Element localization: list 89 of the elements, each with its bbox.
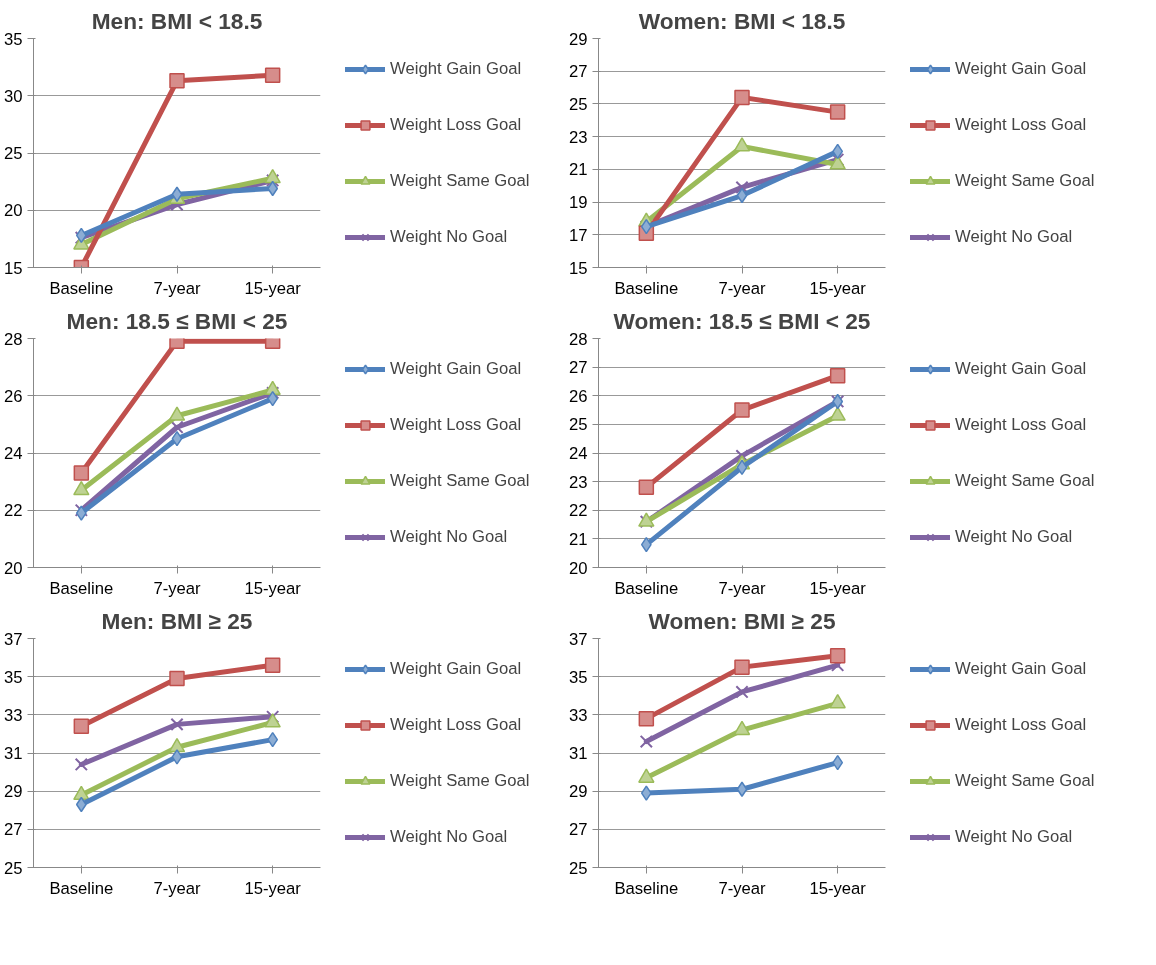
y-tick-label: 33	[568, 705, 588, 725]
x-tick-label: 15-year	[244, 878, 302, 898]
y-tick-label: 28	[3, 329, 23, 349]
x-tick-label: Baseline	[49, 278, 114, 298]
legend-label: Weight Same Goal	[955, 770, 1095, 791]
legend-label: Weight Same Goal	[955, 170, 1095, 191]
y-tick-label: 20	[3, 201, 23, 221]
x-tick-label: 7-year	[153, 278, 202, 298]
y-tick-label: 25	[568, 415, 588, 435]
legend-label: Weight Gain Goal	[955, 358, 1087, 379]
legend-label: Weight No Goal	[390, 826, 508, 847]
y-tick-label: 31	[568, 744, 588, 763]
legend-label: Weight Gain Goal	[390, 658, 522, 679]
chart-title: Men: BMI ≥ 25	[101, 607, 253, 634]
legend-label: Weight No Goal	[955, 226, 1073, 247]
y-tick-label: 20	[568, 558, 588, 578]
chart-title: Men: 18.5 ≤ BMI < 25	[66, 307, 288, 334]
y-tick-label: 15	[3, 258, 23, 278]
x-tick-label: 7-year	[718, 878, 767, 898]
x-tick-label: 15-year	[809, 878, 867, 898]
y-tick-label: 22	[568, 501, 588, 521]
legend-label: Weight Same Goal	[955, 470, 1095, 491]
x-tick-label: 7-year	[153, 578, 202, 598]
y-tick-label: 25	[568, 94, 588, 114]
chart-title: Women: BMI < 18.5	[638, 7, 846, 34]
legend-label: Weight Loss Goal	[955, 114, 1087, 135]
y-tick-label: 29	[568, 29, 588, 49]
y-tick-label: 30	[3, 86, 23, 106]
y-tick-label: 27	[568, 358, 588, 378]
y-tick-label: 35	[3, 667, 23, 687]
y-tick-label: 17	[568, 225, 588, 245]
legend-label: Weight Same Goal	[390, 470, 530, 491]
legend-label: Weight No Goal	[955, 826, 1073, 847]
legend-label: Weight Loss Goal	[390, 114, 522, 135]
legend-label: Weight Gain Goal	[390, 358, 522, 379]
x-tick-label: 15-year	[244, 578, 302, 598]
legend-label: Weight Gain Goal	[390, 58, 522, 79]
y-tick-label: 37	[3, 629, 23, 649]
y-tick-label: 25	[568, 858, 588, 878]
chart-title: Women: 18.5 ≤ BMI < 25	[613, 307, 871, 334]
y-tick-label: 27	[568, 62, 588, 82]
x-tick-label: Baseline	[614, 578, 679, 598]
chart-title: Women: BMI ≥ 25	[648, 607, 836, 634]
legend-label: Weight No Goal	[955, 526, 1073, 547]
y-tick-label: 21	[568, 529, 588, 549]
legend-label: Weight No Goal	[390, 526, 508, 547]
legend-label: Weight No Goal	[390, 226, 508, 247]
y-tick-label: 23	[568, 472, 588, 492]
x-tick-label: Baseline	[614, 278, 679, 298]
x-tick-label: 7-year	[718, 278, 767, 298]
legend-label: Weight Gain Goal	[955, 658, 1087, 679]
legend-label: Weight Loss Goal	[955, 714, 1087, 735]
y-tick-label: 27	[568, 820, 588, 840]
y-tick-label: 23	[568, 127, 588, 147]
y-tick-label: 21	[568, 160, 588, 180]
legend-label: Weight Same Goal	[390, 770, 530, 791]
x-tick-label: 15-year	[809, 578, 867, 598]
x-tick-label: 15-year	[244, 278, 302, 298]
legend-label: Weight Same Goal	[390, 170, 530, 191]
legend-label: Weight Gain Goal	[955, 58, 1087, 79]
y-tick-label: 31	[3, 744, 23, 763]
y-tick-label: 29	[568, 782, 588, 802]
legend-label: Weight Loss Goal	[390, 414, 522, 435]
legend-label: Weight Loss Goal	[390, 714, 522, 735]
y-tick-label: 24	[3, 444, 23, 463]
y-tick-label: 26	[3, 386, 23, 406]
x-tick-label: 15-year	[809, 278, 867, 298]
y-tick-label: 28	[568, 329, 588, 349]
y-tick-label: 15	[568, 258, 588, 278]
y-tick-label: 22	[3, 501, 23, 521]
y-tick-label: 37	[568, 629, 588, 649]
x-tick-label: 7-year	[153, 878, 202, 898]
y-tick-label: 19	[568, 193, 588, 213]
y-tick-label: 35	[3, 29, 23, 49]
y-tick-label: 33	[3, 705, 23, 725]
y-tick-label: 24	[568, 444, 588, 463]
legend-label: Weight Loss Goal	[955, 414, 1087, 435]
x-tick-label: 7-year	[718, 578, 767, 598]
y-tick-label: 29	[3, 782, 23, 802]
y-tick-label: 26	[568, 386, 588, 406]
y-tick-label: 25	[3, 144, 23, 163]
y-tick-label: 35	[568, 667, 588, 687]
x-tick-label: Baseline	[614, 878, 679, 898]
y-tick-label: 25	[3, 858, 23, 878]
y-tick-label: 27	[3, 820, 23, 840]
chart-title: Men: BMI < 18.5	[91, 7, 263, 34]
x-tick-label: Baseline	[49, 578, 114, 598]
x-tick-label: Baseline	[49, 878, 114, 898]
y-tick-label: 20	[3, 558, 23, 578]
